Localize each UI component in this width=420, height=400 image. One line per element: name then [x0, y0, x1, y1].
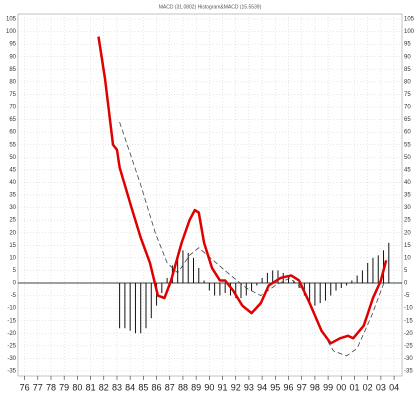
y-tick-label: 0	[13, 281, 17, 287]
x-tick-label: 89	[191, 382, 201, 392]
x-tick-label: 96	[284, 382, 294, 392]
y-tick-label-right: 10	[404, 255, 411, 261]
y-tick-label-right: -25	[404, 343, 413, 349]
y-tick-label: 95	[9, 42, 16, 48]
y-tick-label: 105	[6, 17, 17, 23]
y-tick-label-right: -10	[404, 306, 413, 312]
x-tick-label: 93	[244, 382, 254, 392]
y-tick-label: 100	[6, 29, 17, 35]
y-tick-label: 65	[9, 117, 16, 123]
x-tick-label: 85	[138, 382, 148, 392]
x-tick-label: 04	[389, 382, 399, 392]
x-tick-label: 81	[86, 382, 96, 392]
y-tick-label: -35	[7, 369, 16, 375]
y-tick-label: -20	[7, 331, 16, 337]
x-tick-label: 03	[376, 382, 386, 392]
y-tick-label: 35	[9, 193, 16, 199]
y-tick-label: 75	[9, 92, 16, 98]
x-tick-label: 88	[178, 382, 188, 392]
y-tick-label: -30	[7, 356, 16, 362]
y-tick-label-right: 35	[404, 193, 411, 199]
y-tick-label: 15	[9, 243, 16, 249]
y-tick-label: -25	[7, 343, 16, 349]
x-tick-label: 01	[349, 382, 359, 392]
y-tick-label-right: 5	[404, 268, 408, 274]
y-tick-label-right: -5	[404, 293, 410, 299]
y-tick-label-right: -20	[404, 331, 413, 337]
x-tick-label: 82	[99, 382, 109, 392]
x-tick-label: 84	[125, 382, 135, 392]
y-tick-label: 90	[9, 54, 16, 60]
y-tick-label: 30	[9, 205, 16, 211]
y-tick-label-right: 50	[404, 155, 411, 161]
x-tick-label: 99	[323, 382, 333, 392]
y-tick-label: -5	[11, 293, 17, 299]
y-tick-label-right: 80	[404, 79, 411, 85]
x-tick-label: 98	[310, 382, 320, 392]
y-tick-label-right: 60	[404, 130, 411, 136]
chart-title: MACD (31.0802) Histogram&MACD (15.5539)	[159, 4, 262, 10]
macd-line	[97, 36, 388, 345]
y-tick-label: -15	[7, 318, 16, 324]
y-tick-label-right: 15	[404, 243, 411, 249]
x-tick-label: 90	[204, 382, 214, 392]
y-tick-label: 70	[9, 105, 16, 111]
y-tick-label: 60	[9, 130, 16, 136]
y-tick-label: 50	[9, 155, 16, 161]
y-tick-label: 10	[9, 255, 16, 261]
y-tick-label: -10	[7, 306, 16, 312]
x-tick-label: 86	[152, 382, 162, 392]
y-tick-label: 5	[13, 268, 17, 274]
y-tick-label: 20	[9, 230, 16, 236]
y-tick-label-right: 40	[404, 180, 411, 186]
x-tick-label: 92	[231, 382, 241, 392]
x-tick-label: 94	[257, 382, 267, 392]
y-tick-label-right: 70	[404, 105, 411, 111]
x-tick-label: 77	[33, 382, 43, 392]
y-tick-label: 55	[9, 142, 16, 148]
y-tick-label-right: 20	[404, 230, 411, 236]
x-tick-label: 97	[297, 382, 307, 392]
y-tick-label-right: 100	[404, 29, 415, 35]
y-tick-label: 40	[9, 180, 16, 186]
y-tick-label-right: -35	[404, 369, 413, 375]
y-tick-label-right: 105	[404, 17, 415, 23]
x-tick-label: 78	[46, 382, 56, 392]
y-tick-label-right: -30	[404, 356, 413, 362]
y-tick-label-right: 95	[404, 42, 411, 48]
y-tick-label-right: 55	[404, 142, 411, 148]
x-tick-label: 02	[363, 382, 373, 392]
x-tick-label: 91	[218, 382, 228, 392]
x-tick-label: 87	[165, 382, 175, 392]
y-tick-label-right: 85	[404, 67, 411, 73]
y-tick-label: 85	[9, 67, 16, 73]
y-tick-label-right: 45	[404, 167, 411, 173]
x-tick-label: 76	[20, 382, 30, 392]
y-tick-label-right: 90	[404, 54, 411, 60]
y-tick-label-right: 65	[404, 117, 411, 123]
y-tick-label-right: 30	[404, 205, 411, 211]
y-tick-label: 80	[9, 79, 16, 85]
y-tick-label-right: 0	[404, 281, 408, 287]
x-tick-label: 83	[112, 382, 122, 392]
y-tick-label-right: -15	[404, 318, 413, 324]
signal-line	[119, 121, 386, 357]
y-tick-label-right: 25	[404, 218, 411, 224]
y-tick-label: 25	[9, 218, 16, 224]
x-tick-label: 95	[270, 382, 280, 392]
x-tick-label: 80	[72, 382, 82, 392]
y-tick-label: 45	[9, 167, 16, 173]
x-tick-label: 00	[336, 382, 346, 392]
x-tick-label: 79	[59, 382, 69, 392]
y-tick-label-right: 75	[404, 92, 411, 98]
